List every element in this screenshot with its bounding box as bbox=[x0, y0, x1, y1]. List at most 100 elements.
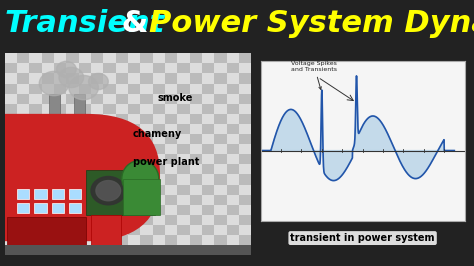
Bar bbox=[190, 185, 202, 195]
Bar bbox=[54, 63, 66, 73]
Bar bbox=[165, 235, 177, 245]
Bar bbox=[128, 84, 140, 94]
Bar bbox=[227, 225, 239, 235]
Bar bbox=[54, 73, 66, 84]
Bar bbox=[153, 73, 165, 84]
Bar bbox=[5, 225, 17, 235]
Bar bbox=[91, 114, 103, 124]
Bar bbox=[116, 185, 128, 195]
Bar bbox=[128, 245, 140, 255]
Bar bbox=[66, 104, 79, 114]
Bar bbox=[202, 215, 214, 225]
Bar bbox=[153, 84, 165, 94]
Bar bbox=[140, 154, 153, 164]
Bar bbox=[66, 215, 79, 225]
Bar bbox=[79, 53, 91, 63]
Bar bbox=[128, 185, 140, 195]
Bar bbox=[165, 63, 177, 73]
Bar bbox=[79, 124, 91, 134]
Bar bbox=[239, 225, 251, 235]
Text: Power System Dynamics: Power System Dynamics bbox=[149, 9, 474, 39]
Bar bbox=[202, 154, 214, 164]
Bar bbox=[5, 124, 17, 134]
Bar bbox=[91, 73, 103, 84]
Bar bbox=[66, 144, 79, 154]
Bar bbox=[79, 195, 91, 205]
Bar bbox=[29, 114, 42, 124]
Bar bbox=[128, 215, 140, 225]
Bar bbox=[86, 171, 155, 215]
Bar bbox=[91, 195, 103, 205]
Bar bbox=[42, 114, 54, 124]
Bar bbox=[190, 225, 202, 235]
Bar bbox=[54, 114, 66, 124]
Bar bbox=[54, 84, 66, 94]
Bar bbox=[177, 63, 190, 73]
Bar bbox=[190, 205, 202, 215]
Bar bbox=[54, 235, 66, 245]
Bar bbox=[165, 154, 177, 164]
Bar bbox=[239, 63, 251, 73]
Bar bbox=[140, 205, 153, 215]
Bar bbox=[91, 185, 103, 195]
Circle shape bbox=[96, 181, 120, 201]
Bar bbox=[91, 134, 103, 144]
Bar bbox=[202, 63, 214, 73]
Bar bbox=[202, 144, 214, 154]
Bar bbox=[128, 235, 140, 245]
Bar bbox=[49, 94, 60, 178]
Bar bbox=[103, 144, 116, 154]
Bar bbox=[190, 245, 202, 255]
Bar bbox=[79, 245, 91, 255]
Bar bbox=[79, 205, 91, 215]
Bar bbox=[239, 185, 251, 195]
Bar bbox=[227, 53, 239, 63]
Bar bbox=[66, 195, 79, 205]
Bar bbox=[214, 164, 227, 174]
Bar bbox=[42, 245, 54, 255]
Bar bbox=[177, 235, 190, 245]
Bar bbox=[153, 245, 165, 255]
FancyBboxPatch shape bbox=[0, 114, 160, 241]
Bar bbox=[140, 144, 153, 154]
Bar bbox=[66, 73, 79, 84]
Bar bbox=[202, 235, 214, 245]
Bar bbox=[17, 245, 29, 255]
Bar bbox=[190, 215, 202, 225]
Text: smoke: smoke bbox=[157, 93, 193, 103]
Bar bbox=[128, 164, 140, 174]
Bar bbox=[123, 178, 160, 215]
Bar bbox=[153, 185, 165, 195]
Bar bbox=[116, 134, 128, 144]
Bar bbox=[202, 245, 214, 255]
Bar bbox=[116, 235, 128, 245]
Bar bbox=[202, 134, 214, 144]
Bar bbox=[116, 215, 128, 225]
Circle shape bbox=[56, 61, 76, 77]
Bar bbox=[79, 104, 91, 114]
Bar bbox=[239, 144, 251, 154]
Bar bbox=[227, 185, 239, 195]
Bar bbox=[202, 84, 214, 94]
Bar bbox=[239, 114, 251, 124]
Text: Voltage Spikes
and Transients: Voltage Spikes and Transients bbox=[291, 61, 337, 89]
Bar bbox=[128, 53, 140, 63]
Bar bbox=[116, 154, 128, 164]
Bar bbox=[5, 94, 17, 104]
Bar bbox=[190, 53, 202, 63]
Bar bbox=[153, 215, 165, 225]
Bar bbox=[29, 174, 42, 185]
Bar bbox=[29, 94, 42, 104]
Bar bbox=[116, 94, 128, 104]
Bar bbox=[42, 154, 54, 164]
Bar bbox=[79, 215, 91, 225]
Bar bbox=[66, 94, 79, 104]
Bar bbox=[214, 235, 227, 245]
Bar bbox=[239, 84, 251, 94]
Bar bbox=[140, 174, 153, 185]
Bar bbox=[17, 154, 29, 164]
Bar bbox=[103, 164, 116, 174]
Bar bbox=[177, 144, 190, 154]
Bar bbox=[54, 154, 66, 164]
Bar bbox=[202, 73, 214, 84]
